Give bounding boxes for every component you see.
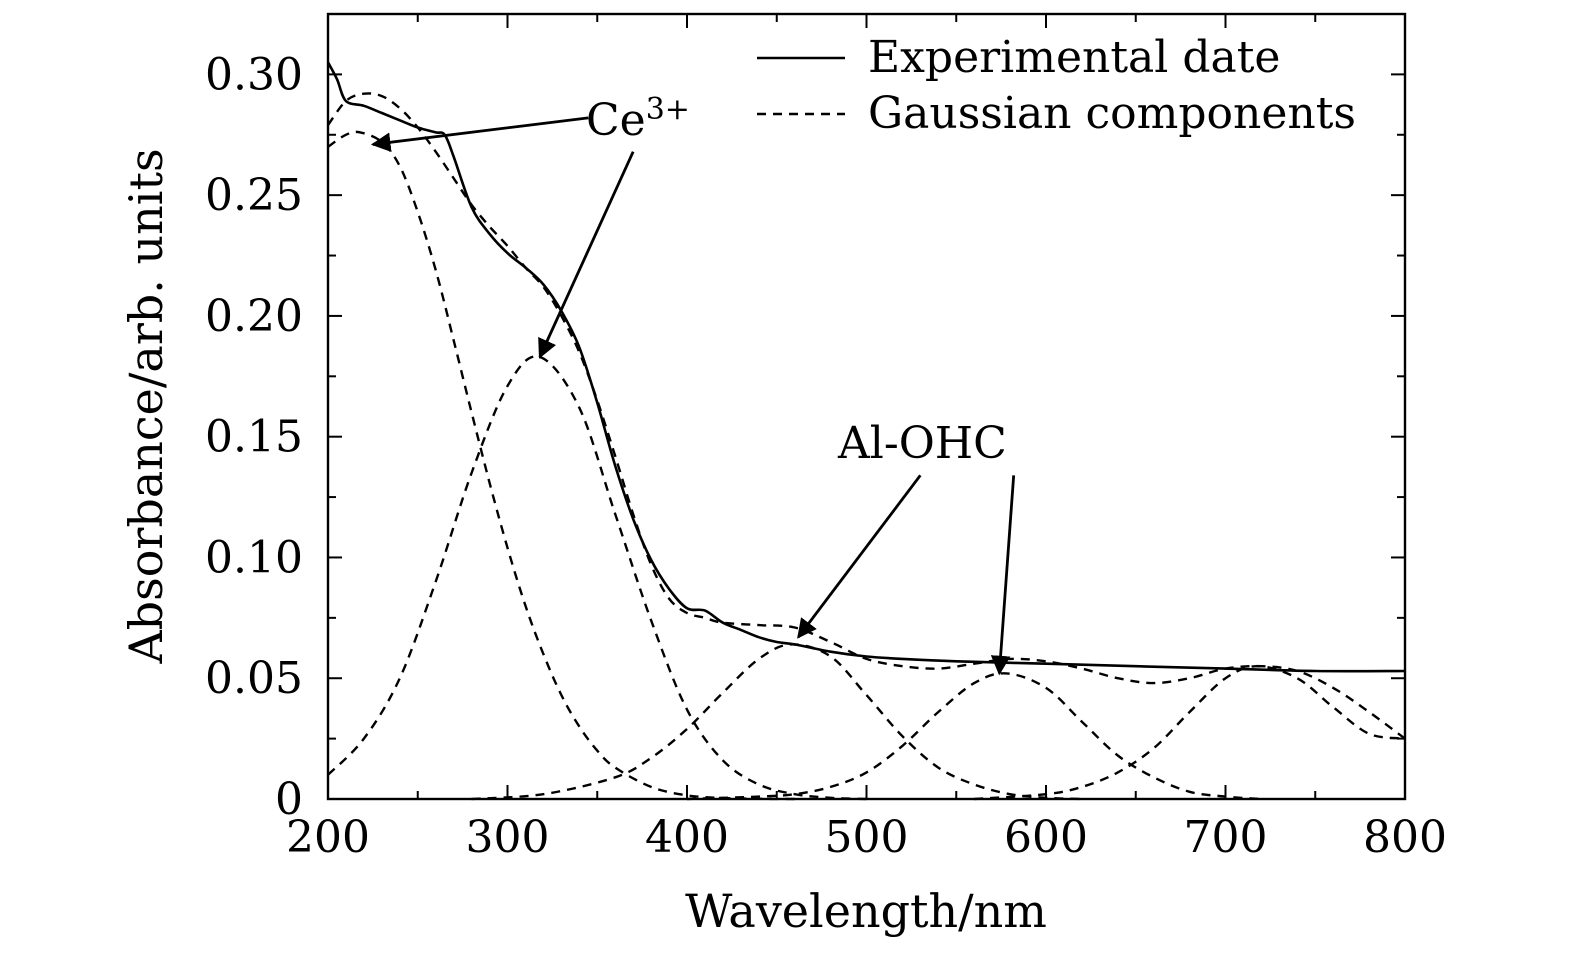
x-tick-label: 600 (1004, 812, 1088, 863)
annotation-arrow (990, 475, 1016, 676)
y-axis-title: Absorbance/arb. units (119, 148, 173, 664)
annotation-ce-main: Ce (586, 95, 646, 146)
y-tick-label: 0.25 (205, 170, 303, 221)
annotation-ce3plus: Ce3+ (586, 92, 690, 146)
series-line-gaussian-component-3 (471, 643, 1082, 801)
series-line-experimental-date (326, 61, 1406, 673)
x-tick-label: 500 (825, 812, 909, 863)
annotation-arrows (370, 116, 1016, 676)
x-tick-label: 700 (1184, 812, 1268, 863)
y-tick-label: 0.20 (205, 291, 303, 342)
y-tick-label: 0.10 (205, 532, 303, 583)
annotation-arrow (797, 474, 922, 639)
y-tick-label: 0 (275, 774, 303, 825)
series-line-gaussian-component-2 (327, 355, 867, 801)
series-line-gaussian-component-1 (327, 130, 795, 801)
y-tick-label: 0.15 (205, 412, 303, 463)
legend-label-gaussian: Gaussian components (868, 88, 1356, 139)
annotation-al-ohc-label: Al-OHC (837, 418, 1007, 469)
y-axis-ticks: 0 0.05 0.10 0.15 0.20 0.25 0.30 (205, 13, 1405, 825)
series-layer (326, 61, 1406, 801)
x-tick-label: 300 (466, 812, 550, 863)
annotation-ce-superscript: 3+ (646, 92, 690, 127)
legend-label-experimental: Experimental date (868, 32, 1280, 83)
series-line-gaussian-fit-sum (327, 92, 1406, 740)
x-tick-label: 200 (286, 812, 370, 863)
series-line-gaussian-component-4 (686, 672, 1262, 801)
legend: Experimental date Gaussian components (757, 32, 1356, 139)
x-axis-title: Wavelength/nm (685, 884, 1047, 938)
annotation-ce-label: Ce3+ (586, 92, 690, 146)
annotation-arrow (538, 151, 635, 359)
x-axis-ticks: 200 300 400 500 600 700 800 (286, 14, 1447, 863)
x-tick-label: 400 (645, 812, 729, 863)
y-tick-label: 0.30 (205, 49, 303, 100)
series-line-gaussian-component-5 (974, 664, 1406, 801)
annotation-al-ohc: Al-OHC (837, 418, 1007, 469)
annotation-arrow (370, 116, 589, 152)
y-tick-label: 0.05 (205, 653, 303, 704)
x-tick-label: 800 (1363, 812, 1447, 863)
